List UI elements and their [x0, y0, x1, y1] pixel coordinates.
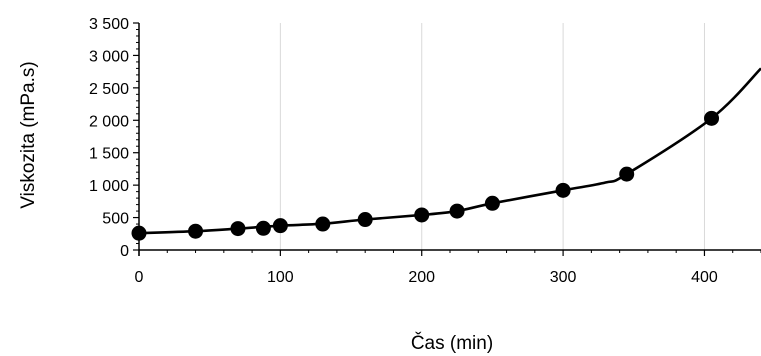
data-point: [619, 166, 635, 182]
y-tick-label: 3 500: [89, 16, 129, 33]
data-point: [357, 212, 373, 228]
x-axis: 0 100 200 300 400: [135, 249, 761, 286]
x-tick-label: 100: [267, 269, 294, 286]
y-tick-label: 2 000: [89, 113, 129, 130]
data-point: [555, 182, 571, 198]
y-tick-label: 1 000: [89, 178, 129, 195]
y-axis: 0 500 1 000 1 500 2 000 2 500 3 000 3 500: [89, 16, 140, 260]
data-point: [188, 223, 204, 239]
data-point: [484, 195, 500, 211]
data-point: [315, 216, 331, 232]
y-tick-label: 0: [120, 243, 129, 260]
y-tick-label: 1 500: [89, 146, 129, 163]
x-tick-label: 300: [550, 269, 577, 286]
x-axis-title: Čas (min): [411, 332, 493, 354]
data-point: [272, 218, 288, 234]
data-point: [449, 203, 465, 219]
trendline: [138, 67, 761, 235]
y-tick-label: 2 500: [89, 81, 129, 98]
data-point: [255, 220, 271, 236]
data-point: [230, 221, 246, 237]
x-tick-label: 400: [691, 269, 718, 286]
y-tick-label: 3 000: [89, 48, 129, 65]
data-point: [704, 110, 720, 126]
x-tick-label: 0: [135, 269, 144, 286]
y-tick-label: 500: [102, 211, 129, 228]
x-tick-label: 200: [408, 269, 435, 286]
y-axis-title: Viskozita (mPa.s): [18, 61, 39, 208]
plot-area: [131, 67, 761, 241]
vertical-gridlines: [279, 23, 705, 250]
data-point: [414, 207, 430, 223]
